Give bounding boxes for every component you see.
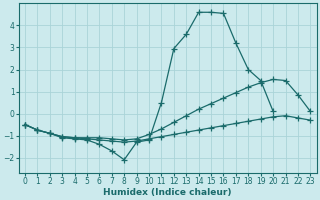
X-axis label: Humidex (Indice chaleur): Humidex (Indice chaleur): [103, 188, 232, 197]
